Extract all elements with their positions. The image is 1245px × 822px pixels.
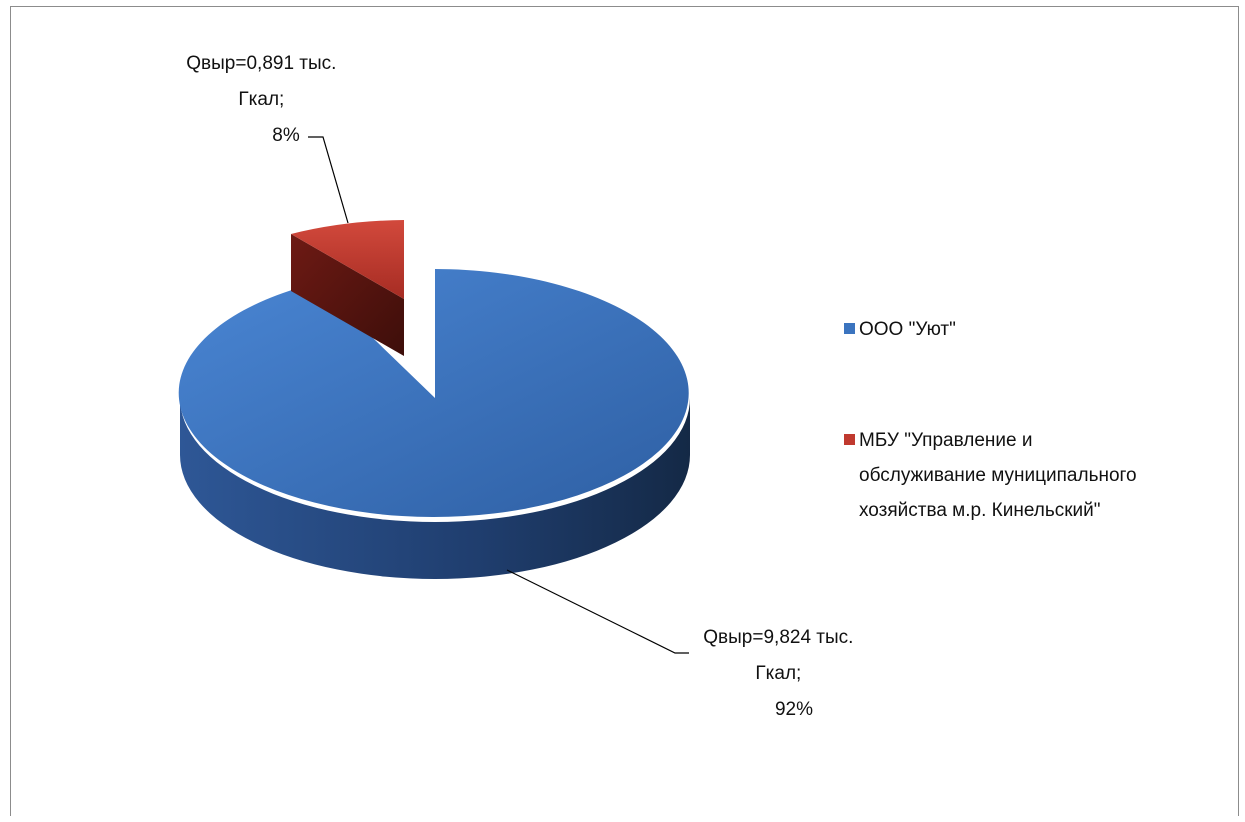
data-label-uyut: Qвыр=9,824 тыс. Гкал; 92% [703, 627, 858, 720]
slice-uyut-side [180, 398, 690, 579]
legend: ООО "Уют" МБУ "Управление и обслуживание… [844, 319, 1142, 521]
leader-line-uyut [506, 569, 689, 654]
data-label-mbu: Qвыр=0,891 тыс. Гкал; 8% [186, 53, 341, 146]
chart-frame: Qвыр=0,891 тыс. Гкал; 8% Qвыр=9,824 тыс.… [10, 6, 1239, 816]
slice-mbu[interactable] [291, 220, 404, 299]
slice-mbu-side-left [291, 234, 404, 356]
legend-swatch-mbu [844, 434, 855, 445]
legend-label-mbu: МБУ "Управление и обслуживание муниципал… [859, 430, 1142, 521]
slice-uyut[interactable] [178, 269, 689, 517]
legend-swatch-uyut [844, 323, 855, 334]
legend-label-uyut: ООО "Уют" [859, 319, 956, 340]
leader-line-mbu [308, 136, 349, 224]
pie-chart: Qвыр=0,891 тыс. Гкал; 8% Qвыр=9,824 тыс.… [178, 53, 1142, 720]
